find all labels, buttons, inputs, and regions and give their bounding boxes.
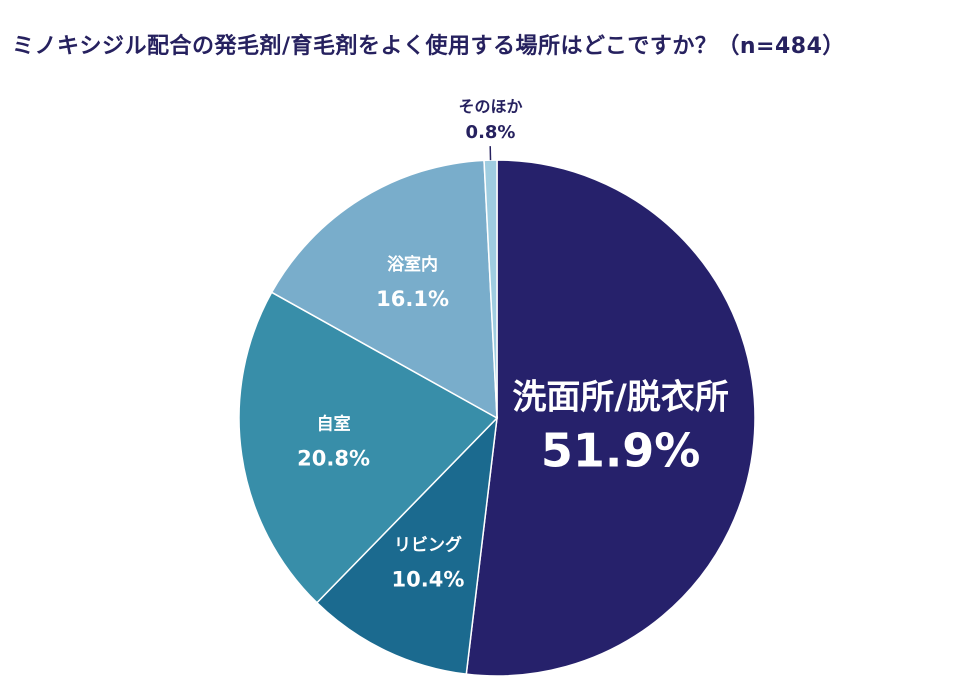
slice-category-label: そのほか (459, 97, 523, 116)
slice-category-label: 自室 (317, 414, 351, 435)
pie-slice (465, 159, 756, 677)
slice-category-label: 洗面所/脱衣所 (512, 377, 728, 417)
slice-value-label: 0.8% (466, 122, 516, 143)
pie-slice (238, 291, 499, 604)
slice-category-label: 浴室内 (387, 254, 438, 275)
pie-slices (238, 159, 756, 677)
chart-title: ミノキシジル配合の発毛剤/育毛剤をよく使用する場所はどこですか？（n=484） (12, 34, 845, 59)
slice-value-label: 16.1% (376, 287, 449, 311)
pie-slice (270, 159, 498, 420)
pie-slice (315, 415, 499, 675)
pie-labels: 洗面所/脱衣所 51.9% リビング 10.4% 自室 20.8% 浴室内 16.1% そのほか… (297, 97, 729, 591)
slice-category-label: リビング (394, 534, 462, 555)
slice-value-label: 51.9% (541, 423, 701, 477)
slice-value-label: 20.8% (297, 447, 370, 471)
pie-slice (483, 159, 498, 419)
slice-value-label: 10.4% (392, 567, 465, 591)
